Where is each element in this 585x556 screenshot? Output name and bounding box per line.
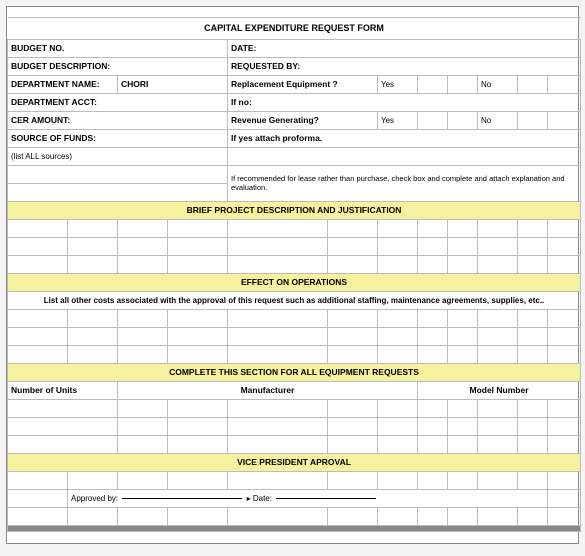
if-no-label: If no:	[228, 93, 581, 111]
yes-label-1: Yes	[378, 75, 418, 93]
budget-no-label: BUDGET NO.	[8, 39, 228, 57]
approval-row: Approved by: ▸ Date:	[68, 489, 548, 507]
no-label-1: No	[478, 75, 518, 93]
yes-label-2: Yes	[378, 111, 418, 129]
replacement-yes-box[interactable]	[418, 75, 448, 93]
units-header: Number of Units	[8, 381, 118, 399]
footer-bar	[8, 525, 581, 531]
dept-name-value: CHORI	[118, 75, 228, 93]
section-equipment: COMPLETE THIS SECTION FOR ALL EQUIPMENT …	[8, 363, 581, 381]
list-sources-note: (list ALL sources)	[8, 147, 228, 165]
model-header: Model Number	[418, 381, 581, 399]
lease-note: If recommended for lease rather than pur…	[228, 165, 581, 201]
approved-by-line[interactable]	[122, 498, 242, 499]
dept-acct-label: DEPARTMENT ACCT:	[8, 93, 228, 111]
approval-date-line[interactable]	[276, 498, 376, 499]
revenue-no-box[interactable]	[518, 111, 548, 129]
if-yes-label: If yes attach proforma.	[228, 129, 581, 147]
approval-date-label: Date:	[253, 494, 272, 503]
section-project-desc: BRIEF PROJECT DESCRIPTION AND JUSTIFICAT…	[8, 201, 581, 219]
section-vp-approval: VICE PRESIDENT APROVAL	[8, 453, 581, 471]
replacement-label: Replacement Equipment ?	[228, 75, 378, 93]
cer-amount-label: CER AMOUNT:	[8, 111, 228, 129]
revenue-yes-box[interactable]	[418, 111, 448, 129]
form-table: CAPITAL EXPENDITURE REQUEST FORM BUDGET …	[7, 7, 581, 532]
section-effect-ops: EFFECT ON OPERATIONS	[8, 273, 581, 291]
date-label: DATE:	[228, 39, 581, 57]
form-title: CAPITAL EXPENDITURE REQUEST FORM	[8, 17, 581, 39]
replacement-no-box[interactable]	[518, 75, 548, 93]
budget-desc-label: BUDGET DESCRIPTION:	[8, 57, 228, 75]
no-label-2: No	[478, 111, 518, 129]
source-funds-label: SOURCE OF FUNDS:	[8, 129, 228, 147]
mfr-header: Manufacturer	[118, 381, 418, 399]
revenue-label: Revenue Generating?	[228, 111, 378, 129]
dept-name-label: DEPARTMENT NAME:	[8, 75, 118, 93]
requested-by-label: REQUESTED BY:	[228, 57, 581, 75]
effect-ops-note: List all other costs associated with the…	[8, 291, 581, 309]
approved-by-label: Approved by:	[71, 494, 118, 503]
arrow-icon: ▸	[247, 494, 251, 503]
form-sheet: CAPITAL EXPENDITURE REQUEST FORM BUDGET …	[6, 6, 579, 544]
